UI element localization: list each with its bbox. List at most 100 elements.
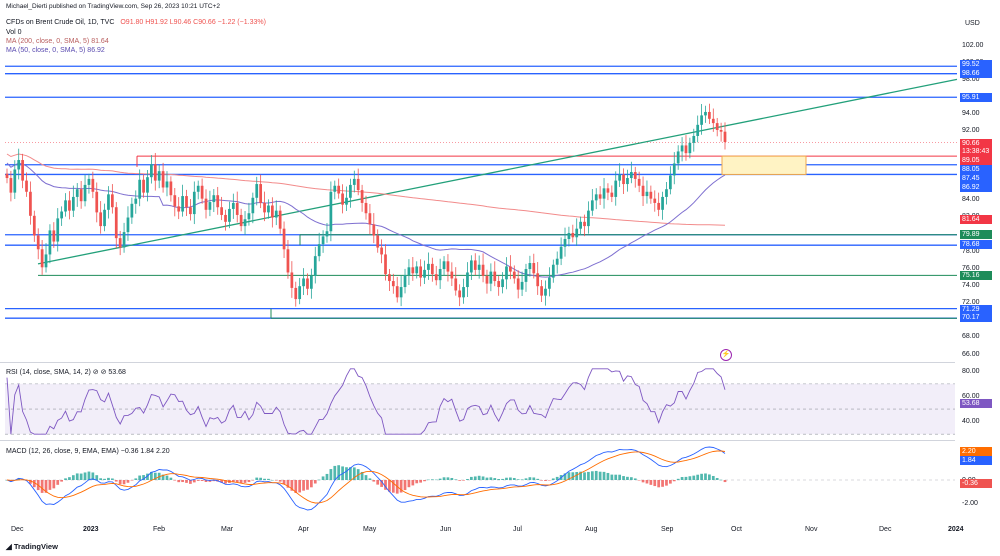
- candle-body: [310, 275, 313, 289]
- rsi-tick: 40.00: [962, 418, 980, 426]
- candle-up: [298, 277, 302, 305]
- time-tick: Mar: [221, 526, 234, 533]
- candle-body: [79, 189, 83, 202]
- candle-body: [626, 178, 629, 185]
- candle-body: [196, 185, 200, 192]
- candle-up: [165, 171, 169, 197]
- candle-down: [434, 265, 438, 286]
- price-tick: 78.00: [962, 247, 980, 255]
- candle-body: [263, 202, 266, 213]
- macd-histogram-bar: [509, 477, 512, 480]
- candle-body: [708, 111, 711, 119]
- macd-histogram-bar: [551, 478, 555, 480]
- macd-histogram-bar: [665, 480, 668, 486]
- candle-body: [192, 191, 196, 215]
- candle-down: [356, 168, 360, 196]
- candle-down: [173, 187, 177, 217]
- macd-histogram-bar: [247, 480, 251, 483]
- macd-histogram-bar: [614, 474, 618, 480]
- candle-body: [267, 205, 270, 213]
- ma200-line: [6, 153, 726, 226]
- alert-bolt-icon[interactable]: ⚡: [720, 349, 732, 361]
- rsi-value-pill: 53.68: [960, 399, 992, 408]
- candle-up: [528, 255, 532, 277]
- candle-up: [192, 181, 196, 225]
- macd-histogram-bar: [122, 480, 126, 485]
- candle-body: [614, 180, 618, 197]
- candle-down: [430, 257, 434, 282]
- macd-histogram-bar: [388, 480, 391, 492]
- volume-legend[interactable]: Vol 0: [6, 29, 22, 36]
- rsi-legend[interactable]: RSI (14, close, SMA, 14, 2) ⊘ ⊘ 53.68: [6, 369, 126, 376]
- candle-body: [477, 264, 481, 270]
- macd-histogram-bar: [64, 478, 67, 480]
- candle-body: [337, 185, 341, 194]
- moving-averages: [6, 153, 726, 278]
- candle-body: [715, 123, 719, 130]
- price-label-pill: 13:38:43: [960, 147, 992, 156]
- macd-histogram-bar: [399, 480, 403, 493]
- candle-body: [657, 202, 661, 210]
- macd-line-pill: 1.84: [960, 456, 992, 465]
- macd-histogram-bar: [497, 479, 501, 480]
- candle-body: [274, 210, 278, 218]
- candle-down: [532, 253, 536, 279]
- macd-histogram-bar: [142, 475, 145, 480]
- candle-up: [661, 191, 664, 220]
- candle-down: [454, 267, 458, 296]
- candle-down: [446, 254, 450, 282]
- candle-body: [559, 246, 563, 259]
- candle-down: [185, 189, 188, 216]
- candle-body: [173, 195, 177, 207]
- time-tick: Nov: [805, 526, 818, 533]
- candle-body: [298, 286, 302, 300]
- candle-body: [29, 191, 32, 216]
- candle-up: [60, 206, 63, 226]
- candle-body: [637, 178, 641, 186]
- ma50-line: [6, 162, 726, 278]
- pane-divider-rsi[interactable]: [0, 362, 955, 363]
- candle-body: [688, 142, 692, 154]
- candle-down: [161, 162, 165, 193]
- symbol-title[interactable]: CFDs on Brent Crude Oil, 1D, TVC: [6, 19, 115, 26]
- candle-down: [216, 186, 220, 215]
- macd-legend[interactable]: MACD (12, 26, close, 9, EMA, EMA) −0.36 …: [6, 448, 170, 455]
- candle-body: [512, 271, 516, 279]
- macd-histogram-bar: [524, 478, 528, 480]
- candle-up: [442, 256, 446, 276]
- candle-body: [548, 277, 551, 289]
- ma50-legend[interactable]: MA (50, close, 0, SMA, 5) 86.92: [6, 47, 105, 54]
- candle-down: [200, 178, 204, 204]
- currency-label[interactable]: USD: [965, 20, 980, 27]
- candle-body: [130, 203, 134, 218]
- macd-histogram-bar: [376, 480, 380, 485]
- ma200-legend[interactable]: MA (200, close, 0, SMA, 5) 81.64: [6, 38, 109, 45]
- candle-body: [161, 171, 165, 188]
- macd-histogram-bar: [333, 465, 337, 480]
- candle-body: [411, 267, 415, 274]
- candle-down: [114, 202, 118, 249]
- candle-body: [321, 236, 325, 245]
- candle-body: [126, 217, 130, 233]
- candle-up: [181, 184, 184, 217]
- macd-histogram-bar: [329, 469, 333, 480]
- candle-body: [676, 151, 680, 164]
- pane-divider-macd[interactable]: [0, 440, 955, 441]
- candle-body: [325, 231, 329, 237]
- candle-body: [680, 145, 684, 152]
- candle-down: [583, 214, 586, 237]
- candle-down: [235, 191, 239, 223]
- macd-histogram-bar: [368, 478, 372, 480]
- candle-up: [71, 185, 75, 218]
- price-label-pill: 87.45: [960, 174, 992, 183]
- macd-histogram-bar: [107, 477, 110, 480]
- candle-body: [13, 169, 17, 193]
- candle-body: [9, 178, 13, 193]
- candle-up: [228, 201, 231, 229]
- macd-histogram-bar: [138, 475, 142, 480]
- candle-body: [661, 196, 664, 210]
- macd-histogram-bar: [606, 472, 610, 480]
- macd-histogram-bar: [110, 478, 114, 480]
- candle-down: [204, 189, 208, 219]
